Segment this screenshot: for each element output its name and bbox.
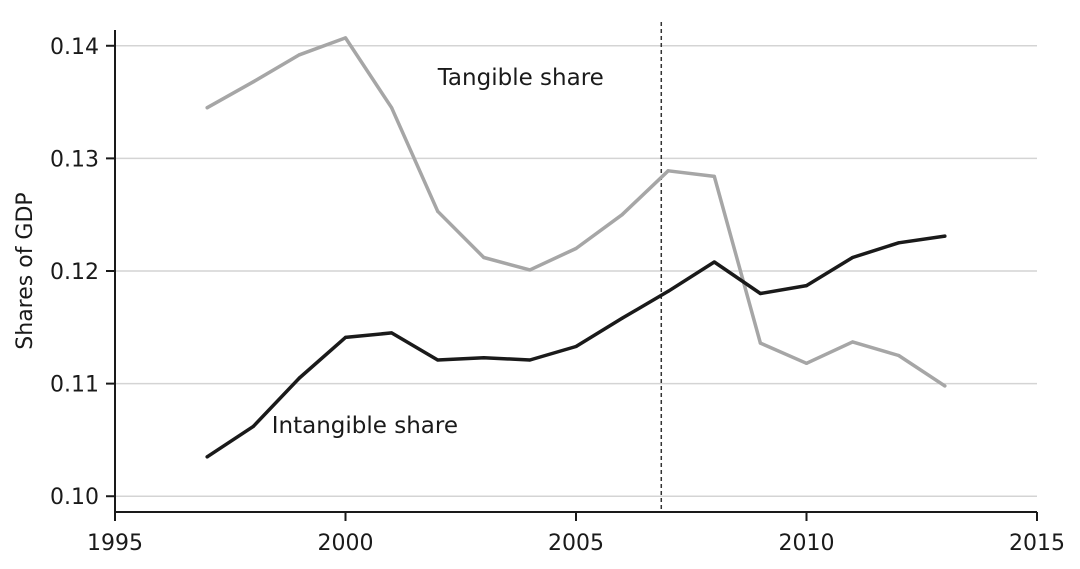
x-tick-label-1: 2000 bbox=[318, 531, 374, 556]
series-point-0-15 bbox=[897, 353, 901, 358]
series-point-1-7 bbox=[528, 358, 532, 362]
y-tick-label-4: 0.14 bbox=[50, 35, 99, 60]
series-point-1-16 bbox=[943, 234, 947, 238]
series-point-1-4 bbox=[390, 331, 394, 335]
series-point-0-14 bbox=[851, 340, 855, 344]
axes: 0.10 0.11 0.12 0.13 0.14 1995 2000 2005 2010 2015… bbox=[13, 30, 1065, 556]
y-tick-label-0: 0.10 bbox=[50, 485, 99, 510]
series-lines bbox=[205, 36, 947, 459]
series-label-0: Tangible share bbox=[437, 65, 604, 91]
series-point-0-1 bbox=[251, 80, 255, 84]
series-point-0-8 bbox=[574, 246, 578, 251]
x-tick-label-4: 2015 bbox=[1009, 531, 1065, 556]
series-point-0-9 bbox=[620, 213, 624, 217]
grid-lines bbox=[115, 45, 1037, 497]
series-point-0-4 bbox=[390, 106, 394, 110]
series-point-0-2 bbox=[297, 53, 301, 57]
series-point-1-5 bbox=[436, 358, 440, 362]
series-point-1-3 bbox=[343, 335, 348, 340]
series-labels: Tangible share Intangible share bbox=[272, 65, 604, 439]
y-tick-label-3: 0.13 bbox=[50, 147, 99, 172]
y-tick-label-1: 0.11 bbox=[50, 373, 99, 398]
series-point-0-5 bbox=[436, 209, 440, 213]
series-point-1-6 bbox=[482, 356, 486, 360]
series-point-1-14 bbox=[851, 255, 855, 260]
series-point-1-0 bbox=[205, 455, 209, 459]
series-point-1-8 bbox=[574, 344, 578, 349]
series-point-0-16 bbox=[943, 384, 947, 388]
x-tick-label-3: 2010 bbox=[779, 531, 835, 556]
series-label-1: Intangible share bbox=[272, 413, 458, 439]
series-point-0-13 bbox=[804, 361, 809, 365]
series-point-0-10 bbox=[666, 169, 670, 173]
series-point-1-12 bbox=[758, 291, 763, 296]
series-point-1-10 bbox=[666, 289, 670, 293]
series-point-0-6 bbox=[482, 255, 486, 260]
series-point-0-11 bbox=[712, 174, 716, 179]
x-tick-label-2: 2005 bbox=[548, 531, 604, 556]
series-point-0-7 bbox=[528, 268, 532, 272]
series-point-1-11 bbox=[712, 260, 716, 264]
series-point-0-0 bbox=[205, 106, 209, 110]
series-point-1-13 bbox=[804, 284, 809, 288]
series-point-1-9 bbox=[620, 316, 624, 320]
y-tick-label-2: 0.12 bbox=[50, 260, 99, 285]
series-point-0-3 bbox=[343, 36, 348, 40]
y-axis-title: Shares of GDP bbox=[13, 192, 38, 349]
x-tick-label-0: 1995 bbox=[87, 531, 143, 556]
series-point-1-15 bbox=[897, 241, 901, 245]
series-point-1-1 bbox=[251, 424, 255, 429]
series-point-1-2 bbox=[297, 376, 301, 380]
series-point-0-12 bbox=[758, 341, 763, 345]
